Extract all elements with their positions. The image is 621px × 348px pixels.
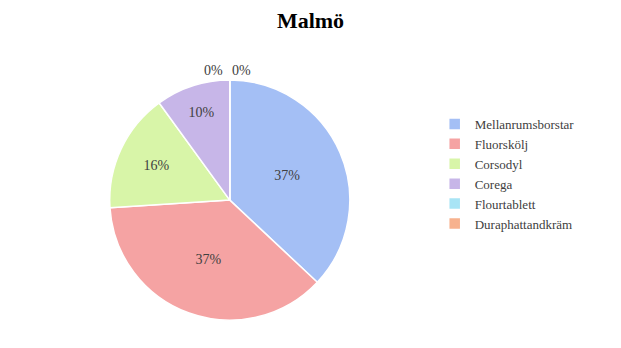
svg-text:10%: 10% xyxy=(188,105,214,120)
svg-text:Corega: Corega xyxy=(475,177,513,192)
svg-text:0%: 0% xyxy=(204,63,223,78)
svg-text:16%: 16% xyxy=(143,158,169,173)
svg-text:Flourtablett: Flourtablett xyxy=(475,197,536,212)
svg-text:37%: 37% xyxy=(274,168,300,183)
svg-text:Corsodyl: Corsodyl xyxy=(475,157,523,172)
svg-text:Mellanrumsborstar: Mellanrumsborstar xyxy=(475,117,575,132)
svg-text:Duraphattandkräm: Duraphattandkräm xyxy=(475,217,572,232)
svg-text:0%: 0% xyxy=(232,63,251,78)
svg-text:37%: 37% xyxy=(196,252,222,267)
svg-text:Malmö: Malmö xyxy=(277,8,344,33)
svg-text:Fluorskölj: Fluorskölj xyxy=(475,137,528,152)
